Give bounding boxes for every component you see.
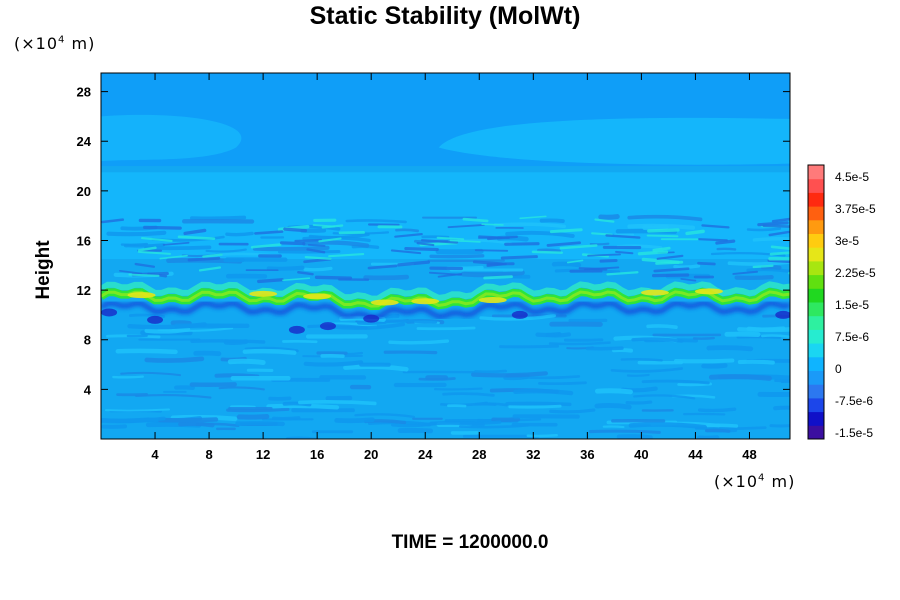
colorbar-label: 3.75e-5 [835, 202, 876, 216]
colorbar-swatch [808, 425, 824, 440]
plot-frame [100, 72, 791, 440]
y-tick-label: 20 [77, 184, 91, 199]
x-tick-label: 48 [742, 447, 756, 462]
y-axis: 4 8 12 16 20 24 28 [77, 85, 790, 397]
colorbar-label: 1.5e-5 [835, 298, 869, 312]
x-axis: 4 8 12 16 20 24 28 32 36 40 44 48 [151, 73, 757, 462]
upper-lobe-left [101, 114, 242, 162]
colorbar-swatch [808, 302, 824, 317]
x-tick-label: 44 [688, 447, 703, 462]
colorbar-swatch [808, 370, 824, 385]
x-tick-label: 36 [580, 447, 594, 462]
x-tick-label: 16 [310, 447, 324, 462]
x-tick-label: 8 [205, 447, 212, 462]
colorbar-swatch [808, 397, 824, 413]
x-tick-label: 24 [418, 447, 433, 462]
colorbar-swatch [808, 247, 824, 262]
colorbar-label: 0 [835, 362, 842, 376]
colorbar-swatch [808, 260, 824, 276]
y-axis-unit: (×104 m) [14, 34, 96, 53]
y-tick-label: 16 [77, 233, 91, 248]
colorbar-label: 2.25e-5 [835, 266, 876, 280]
upper-lobe-right [438, 117, 790, 165]
colorbar-swatch [808, 315, 824, 330]
y-tick-label: 24 [77, 134, 92, 149]
x-tick-label: 20 [364, 447, 378, 462]
colorbar-swatch [808, 165, 824, 180]
y-tick-label: 12 [77, 283, 91, 298]
colorbar-swatch [808, 206, 824, 221]
texture-streaks [101, 214, 790, 439]
x-tick-label: 32 [526, 447, 540, 462]
y-tick-label: 4 [84, 382, 92, 397]
colorbar-swatch [808, 356, 824, 371]
colorbar-swatch [808, 329, 824, 344]
colorbar-frame [807, 164, 825, 440]
colorbar-label: -7.5e-6 [835, 394, 873, 408]
tropopause-band [101, 281, 790, 334]
x-tick-label: 4 [151, 447, 159, 462]
colorbar-swatch [808, 384, 824, 399]
time-label: TIME = 1200000.0 [391, 532, 549, 553]
x-tick-label: 12 [256, 447, 270, 462]
colorbar-swatch [808, 288, 824, 303]
colorbar-label: 7.5e-6 [835, 330, 869, 344]
colorbar-swatch [808, 178, 824, 193]
colorbar-swatch [808, 192, 824, 207]
colorbar-swatch [808, 411, 824, 426]
x-tick-label: 28 [472, 447, 486, 462]
x-axis-unit: (×104 m) [714, 472, 796, 491]
x-tick-label: 40 [634, 447, 648, 462]
colorbar-swatch [808, 274, 824, 289]
y-tick-label: 8 [84, 333, 91, 348]
colorbar-label: 4.5e-5 [835, 170, 869, 184]
y-tick-label: 28 [77, 85, 91, 100]
heatmap-field [101, 73, 790, 439]
colorbar-swatch [808, 343, 824, 358]
colorbar-swatch [808, 233, 824, 248]
chart-title: Static Stability (MolWt) [309, 2, 581, 30]
colorbar: 4.5e-5 3.75e-5 3e-5 2.25e-5 1.5e-5 7.5e-6 0 -7.… [807, 164, 876, 440]
colorbar-swatch [808, 219, 824, 234]
colorbar-label: 3e-5 [835, 234, 859, 248]
colorbar-label: -1.5e-5 [835, 426, 873, 440]
